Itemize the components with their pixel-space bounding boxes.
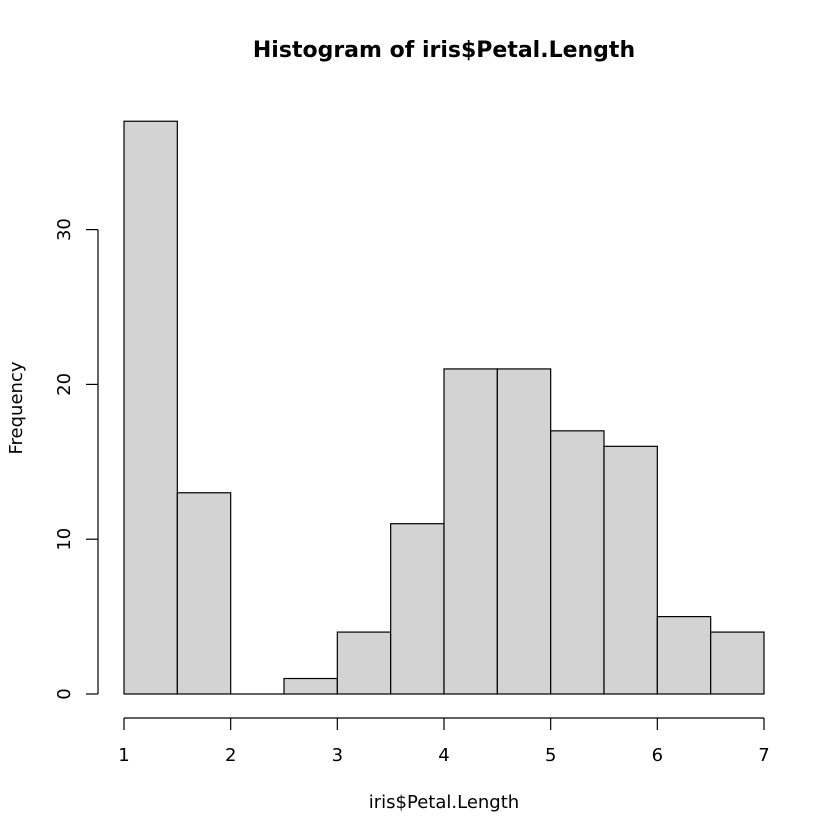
y-tick-label: 30 — [54, 218, 75, 241]
histogram-bar — [550, 430, 605, 695]
histogram-bar — [390, 523, 445, 695]
x-tick-label: 5 — [545, 745, 556, 766]
x-tick-label: 1 — [118, 745, 129, 766]
x-tick-label: 4 — [438, 745, 449, 766]
y-axis-label: Frequency — [6, 361, 27, 454]
chart-title: Histogram of iris$Petal.Length — [253, 38, 635, 63]
histogram-bar — [496, 368, 552, 695]
histogram-bar — [656, 615, 712, 695]
x-tick-label: 7 — [758, 745, 769, 766]
y-tick-label: 0 — [54, 688, 75, 699]
histogram-bar — [123, 120, 178, 695]
x-tick-label: 2 — [225, 745, 236, 766]
y-tick-label: 20 — [54, 373, 75, 396]
histogram-bar — [283, 677, 338, 695]
histogram-bar — [336, 631, 392, 695]
y-axis: 0 10 20 30 — [54, 218, 99, 700]
y-tick-label: 10 — [54, 528, 75, 551]
x-axis: 1 2 3 4 5 6 7 — [118, 717, 770, 766]
histogram-bar — [176, 492, 232, 695]
x-tick-label: 6 — [652, 745, 663, 766]
histogram-bar — [603, 445, 658, 695]
x-axis-label: iris$Petal.Length — [369, 792, 519, 813]
histogram-bar — [443, 368, 498, 695]
x-tick-label: 3 — [332, 745, 343, 766]
bars-group — [123, 120, 765, 695]
histogram-bar — [710, 631, 765, 695]
